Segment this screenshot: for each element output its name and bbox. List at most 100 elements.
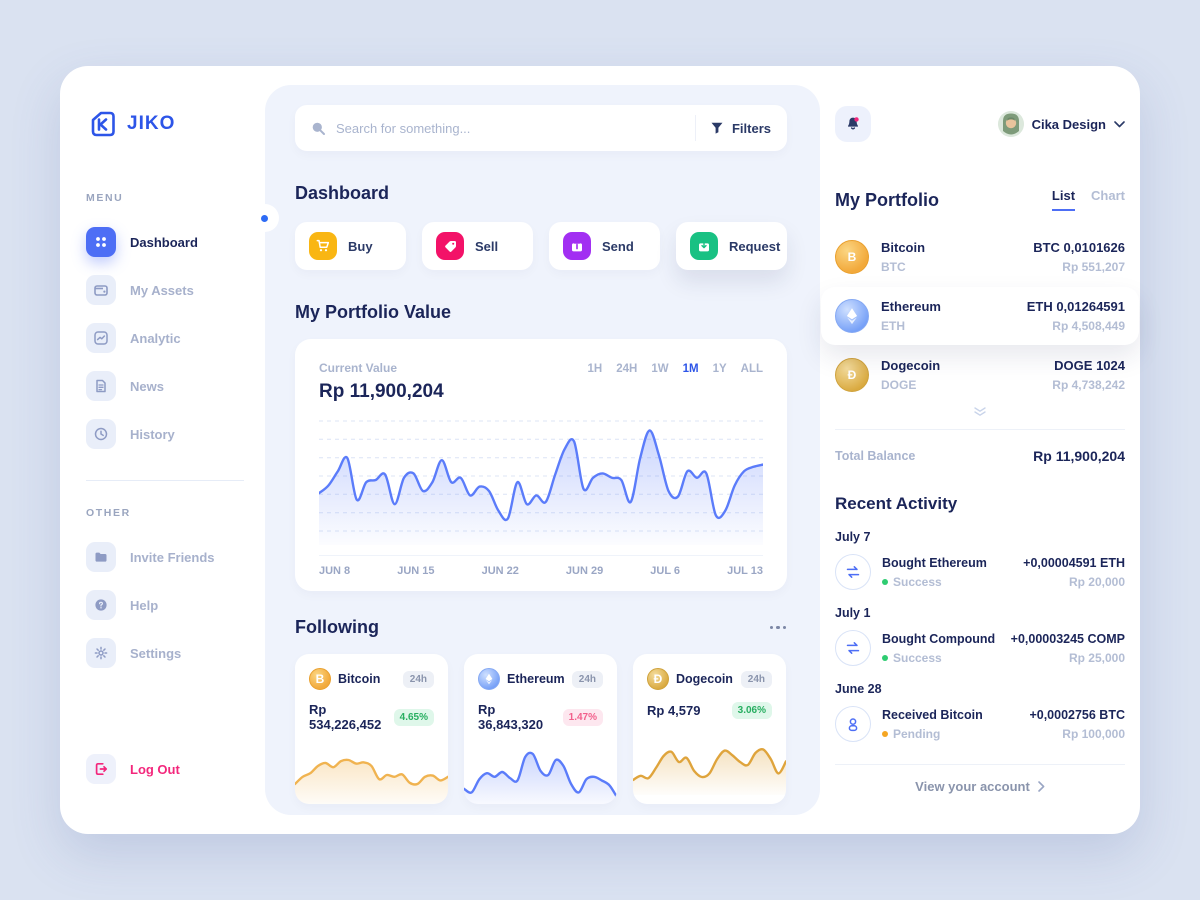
tab-list[interactable]: List <box>1051 188 1076 211</box>
following-card-ethereum[interactable]: Ethereum 24h Rp 36,843,320 1.47% <box>464 654 617 804</box>
following-card-bitcoin[interactable]: B Bitcoin 24h Rp 534,226,452 4.65% <box>295 654 448 804</box>
sidebar-item-news[interactable]: News <box>86 362 265 410</box>
x-tick: JUL 13 <box>727 565 763 577</box>
grid-icon <box>86 227 116 257</box>
asset-symbol: ETH <box>881 319 905 333</box>
asset-row-dogecoin[interactable]: Ð Dogecoin DOGE DOGE 1024 Rp 4,738,242 <box>835 347 1125 403</box>
divider <box>835 429 1125 430</box>
dogecoin-sparkline <box>633 747 786 795</box>
logout-button[interactable]: Log Out <box>86 754 180 784</box>
tag-icon <box>436 232 464 260</box>
activity-row[interactable]: Bought Ethereum Success +0,00004591 ETH … <box>835 554 1125 590</box>
following-card-dogecoin[interactable]: Ð Dogecoin 24h Rp 4,579 3.06% <box>633 654 786 804</box>
document-icon <box>86 371 116 401</box>
chevron-right-icon <box>1038 781 1045 792</box>
following-cards: B Bitcoin 24h Rp 534,226,452 4.65% <box>295 654 790 804</box>
coin-price: Rp 36,843,320 <box>478 702 544 732</box>
sidebar-item-invite-friends[interactable]: Invite Friends <box>86 533 265 581</box>
sidebar-item-my-assets[interactable]: My Assets <box>86 266 265 314</box>
sidebar-item-label: Invite Friends <box>130 549 215 565</box>
asset-name: Dogecoin <box>881 358 941 373</box>
filters-label: Filters <box>731 120 771 136</box>
sidebar-item-dashboard[interactable]: Dashboard <box>86 218 265 266</box>
status-label: Success <box>893 650 942 665</box>
x-tick: JUN 8 <box>319 565 351 577</box>
sidebar-item-label: Dashboard <box>130 234 198 250</box>
asset-amount: DOGE 1024 <box>1054 358 1125 373</box>
range-1m[interactable]: 1M <box>682 363 699 375</box>
asset-row-bitcoin[interactable]: B Bitcoin BTC BTC 0,0101626 Rp 551,207 <box>835 229 1125 285</box>
more-options-icon[interactable] <box>766 622 791 634</box>
coin-name: Dogecoin <box>676 672 733 686</box>
dogecoin-icon: Ð <box>647 668 669 690</box>
activity-row[interactable]: Received Bitcoin Pending +0,0002756 BTC … <box>835 706 1125 742</box>
portfolio-panel-title: My Portfolio <box>835 190 939 210</box>
asset-amount: BTC 0,0101626 <box>1033 240 1125 255</box>
search-input[interactable] <box>336 120 681 136</box>
exchange-icon <box>835 630 871 666</box>
chart-icon <box>86 323 116 353</box>
logout-icon <box>86 754 116 784</box>
period-badge: 24h <box>571 670 603 688</box>
bell-icon <box>847 117 859 130</box>
asset-list: B Bitcoin BTC BTC 0,0101626 Rp 551,207 <box>821 229 1139 403</box>
brand-logo[interactable]: JIKO <box>86 108 265 140</box>
clock-icon <box>86 419 116 449</box>
asset-value: Rp 551,207 <box>1062 260 1125 274</box>
filters-button[interactable]: Filters <box>710 121 771 136</box>
activity-amount: +0,00003245 COMP <box>1010 631 1125 646</box>
sidebar-item-history[interactable]: History <box>86 410 265 458</box>
range-24h[interactable]: 24H <box>616 363 638 375</box>
current-value: Rp 11,900,204 <box>319 381 444 402</box>
sell-label: Sell <box>475 238 499 254</box>
chevron-down-icon <box>1114 120 1125 127</box>
activity-title-text: Bought Ethereum <box>882 555 987 570</box>
brand-name: JIKO <box>127 113 176 134</box>
activity-amount: +0,0002756 BTC <box>1029 707 1125 722</box>
request-label: Request <box>729 238 781 254</box>
range-1w[interactable]: 1W <box>651 363 669 375</box>
x-tick: JUL 6 <box>650 565 681 577</box>
buy-button[interactable]: Buy <box>295 222 406 270</box>
user-menu[interactable]: Cika Design <box>997 111 1125 137</box>
coin-price: Rp 534,226,452 <box>309 702 382 732</box>
range-all[interactable]: ALL <box>740 363 763 375</box>
tab-chart[interactable]: Chart <box>1091 188 1125 203</box>
sidebar-item-analytic[interactable]: Analytic <box>86 314 265 362</box>
chart-x-axis: JUN 8 JUN 15 JUN 22 JUN 29 JUL 6 JUL 13 <box>319 555 763 577</box>
range-1y[interactable]: 1Y <box>712 363 727 375</box>
sidebar-item-label: Settings <box>130 645 182 661</box>
asset-symbol: DOGE <box>881 378 917 392</box>
recent-activity-title: Recent Activity <box>835 494 958 513</box>
notifications-button[interactable] <box>835 106 871 142</box>
sidebar-item-help[interactable]: Help <box>86 581 265 629</box>
request-button[interactable]: Request <box>676 222 787 270</box>
ethereum-icon <box>478 668 500 690</box>
search-bar: Filters <box>295 105 787 151</box>
asset-row-ethereum[interactable]: Ethereum ETH ETH 0,01264591 Rp 4,508,449 <box>821 287 1139 345</box>
wallet-icon <box>86 275 116 305</box>
exchange-icon <box>835 554 871 590</box>
sidebar-item-label: My Assets <box>130 282 194 298</box>
range-1h[interactable]: 1H <box>587 363 603 375</box>
portfolio-area-chart[interactable] <box>319 417 763 545</box>
sell-button[interactable]: Sell <box>422 222 533 270</box>
change-badge: 1.47% <box>562 708 603 726</box>
send-button[interactable]: Send <box>549 222 660 270</box>
current-value-label: Current Value <box>319 361 398 375</box>
activity-value: Rp 20,000 <box>1068 574 1125 589</box>
asset-name: Bitcoin <box>881 240 926 255</box>
active-nav-dot <box>261 214 268 222</box>
app-window: JIKO MENU Dashboard My Assets Analytic <box>60 66 1140 834</box>
activity-row[interactable]: Bought Compound Success +0,00003245 COMP… <box>835 630 1125 666</box>
search-icon <box>312 122 325 135</box>
x-tick: JUN 22 <box>481 565 519 577</box>
sidebar-item-settings[interactable]: Settings <box>86 629 265 677</box>
portfolio-value-card: Current Value Rp 11,900,204 1H 24H 1W 1M… <box>295 339 787 591</box>
expand-assets-button[interactable] <box>835 403 1125 419</box>
sidebar-item-label: News <box>130 378 164 394</box>
view-account-link[interactable]: View your account <box>835 779 1125 794</box>
user-name: Cika Design <box>1031 116 1106 132</box>
status-dot <box>882 730 888 737</box>
